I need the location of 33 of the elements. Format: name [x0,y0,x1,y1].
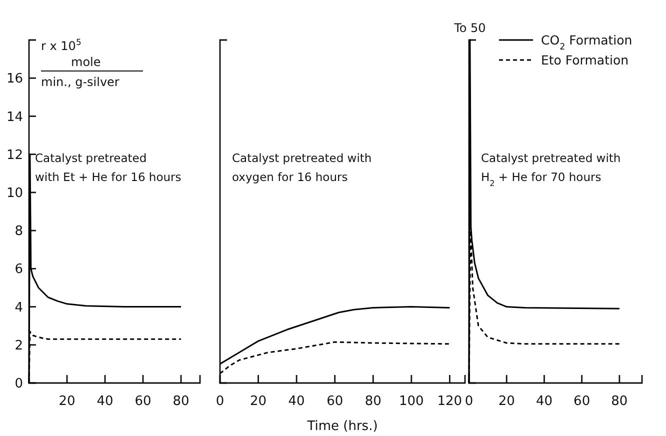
annotation: Catalyst pretreated with oxygen for 16 hours [232,151,372,184]
y-tick-label: 0 [14,376,23,392]
y-axis-title: r x 10$^{5}$ mole min., g-silver [41,37,120,89]
legend-label: Eto Formation [541,52,629,68]
y-tick-label: 12 [6,148,23,163]
y-tick-label: 8 [14,224,23,240]
x-tick-label: 100 [398,394,424,409]
y-tick-label: 2 [14,338,23,354]
annotation: Catalyst pretreated with H$_{2}$ + He for 70 hours [481,151,621,188]
y-tick-label: 4 [14,300,23,316]
x-tick-label: 40 [96,394,114,409]
x-tick-label: 80 [611,394,628,409]
y-tick-label: 16 [6,72,23,87]
x-tick-label: 80 [364,394,382,409]
y-tick-label: 14 [6,110,23,125]
x-tick-label: 20 [498,394,515,409]
x-tick-label: 0 [464,394,474,409]
x-tick-label: 80 [172,394,190,409]
y-tick-label: 6 [14,262,23,278]
annotation: To 50 [453,21,486,35]
x-tick-label: 60 [326,394,344,409]
x-tick-label: 120 [437,394,462,409]
y-tick-label: 10 [6,186,23,201]
x-tick-label: 20 [250,394,267,409]
x-tick-label: 60 [574,394,590,409]
x-axis-title: Time (hrs.) [306,419,378,434]
legend-label: CO$_{2}$ Formation [541,32,632,52]
x-tick-label: 40 [288,394,305,409]
x-tick-label: 0 [216,394,224,409]
x-tick-label: 40 [536,394,552,409]
x-tick-label: 20 [58,394,76,409]
annotation: Catalyst pretreated with Et + He for 16 hours [35,151,182,184]
x-tick-label: 60 [134,394,152,409]
